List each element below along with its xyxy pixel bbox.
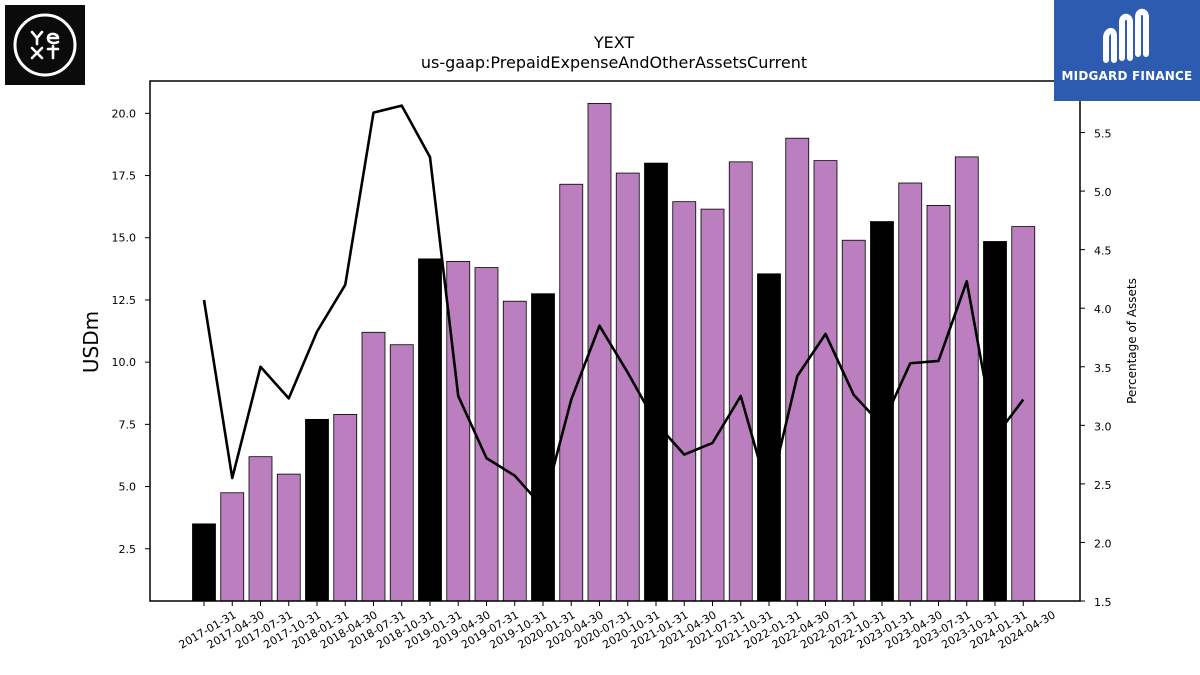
left-tick-label: 7.5 xyxy=(119,418,137,431)
midgard-finance-logo: MIDGARD FINANCE xyxy=(1054,0,1200,101)
right-tick-label: 3.0 xyxy=(1094,420,1112,433)
midgard-logo-text: MIDGARD FINANCE xyxy=(1061,69,1193,83)
bars-group xyxy=(192,102,1036,602)
bar-2019-01-31 xyxy=(418,258,442,602)
right-tick-label: 4.5 xyxy=(1094,245,1112,258)
bar-2023-04-30 xyxy=(898,182,923,602)
bar-2023-01-31 xyxy=(870,221,894,602)
bar-2017-07-31 xyxy=(248,456,273,602)
bar-2022-07-31 xyxy=(813,160,838,602)
right-tick-label: 3.5 xyxy=(1094,362,1112,375)
right-axis: 1.5 2.0 2.5 3.0 3.5 4.0 4.5 5.0 5.5 xyxy=(1080,128,1112,609)
bar-2023-10-31 xyxy=(954,156,979,602)
left-tick-label: 10.0 xyxy=(112,356,137,369)
chart-subtitle: us-gaap:PrepaidExpenseAndOtherAssetsCurr… xyxy=(421,53,807,72)
bar-2019-10-31 xyxy=(502,300,527,602)
left-tick-label: 5.0 xyxy=(119,481,137,494)
bar-2022-10-31 xyxy=(841,239,866,602)
right-tick-label: 5.0 xyxy=(1094,186,1112,199)
line-group xyxy=(202,104,1025,509)
yext-logo-icon xyxy=(13,13,77,77)
bar-2024-04-30 xyxy=(1011,226,1036,602)
bar-2021-01-31 xyxy=(644,162,668,602)
chart-title: YEXT xyxy=(593,33,635,52)
bar-2021-10-31 xyxy=(728,161,753,602)
left-tick-label: 15.0 xyxy=(112,232,137,245)
bar-2019-07-31 xyxy=(474,267,499,602)
bar-2022-04-30 xyxy=(785,137,810,602)
bar-2020-07-31 xyxy=(587,102,612,602)
x-axis: 2017-01-312017-04-302017-07-312017-10-31… xyxy=(177,601,1058,652)
right-tick-label: 2.0 xyxy=(1094,537,1112,550)
left-tick-label: 2.5 xyxy=(119,543,137,556)
yext-logo xyxy=(5,5,85,85)
bar-2017-04-30 xyxy=(220,492,245,602)
bar-2022-01-31 xyxy=(757,273,781,602)
bar-2018-07-31 xyxy=(361,331,386,602)
right-tick-label: 2.5 xyxy=(1094,479,1112,492)
right-tick-label: 4.0 xyxy=(1094,303,1112,316)
plot-frame xyxy=(149,80,1081,602)
left-tick-label: 12.5 xyxy=(112,294,137,307)
bar-2021-04-30 xyxy=(672,201,697,602)
bar-2020-01-31 xyxy=(531,293,555,602)
left-tick-label: 17.5 xyxy=(112,170,137,183)
bar-2021-07-31 xyxy=(700,208,725,602)
bar-2018-04-30 xyxy=(333,413,358,602)
y2-axis-label: Percentage of Assets xyxy=(1125,278,1139,404)
bar-2018-01-31 xyxy=(305,418,329,602)
midgard-logo-icon xyxy=(1103,8,1149,63)
bar-2017-01-31 xyxy=(192,523,216,602)
bar-2019-04-30 xyxy=(446,260,471,602)
bar-2020-04-30 xyxy=(559,183,584,602)
bar-2017-10-31 xyxy=(276,473,301,602)
left-tick-label: 20.0 xyxy=(112,107,137,120)
bar-2024-01-31 xyxy=(983,241,1007,602)
percentage-line xyxy=(202,104,1025,509)
right-tick-label: 5.5 xyxy=(1094,128,1112,141)
bar-2023-07-31 xyxy=(926,204,951,602)
right-tick-label: 1.5 xyxy=(1094,596,1112,609)
left-axis: 2.5 5.0 7.5 10.0 12.5 15.0 17.5 20.0 xyxy=(112,107,150,556)
bar-2018-10-31 xyxy=(389,344,414,602)
y-axis-label: USDm xyxy=(79,311,103,373)
